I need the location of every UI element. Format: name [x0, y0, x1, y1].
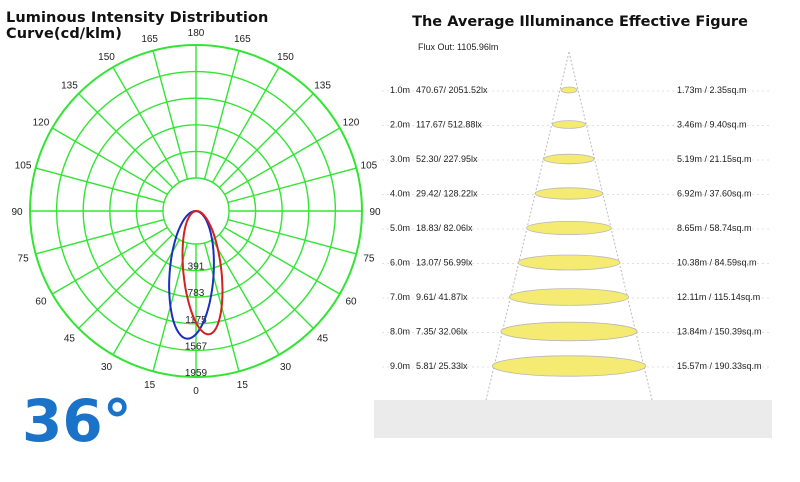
scale-label: 391	[188, 262, 205, 273]
angle-label: 75	[18, 253, 30, 264]
polar-spoke	[51, 226, 168, 295]
angle-label: 165	[234, 34, 251, 45]
distance-label: 9.0m	[390, 361, 410, 371]
light-spot-ellipse	[517, 254, 621, 271]
polar-spoke	[51, 127, 168, 196]
scale-label: 1567	[185, 341, 208, 352]
distance-label: 4.0m	[390, 189, 410, 199]
angle-label: 60	[345, 297, 357, 308]
light-spot-ellipse	[508, 288, 629, 306]
illuminance-value: 13.07/ 56.99lx	[416, 258, 473, 268]
illuminance-value: 470.67/ 2051.52lx	[416, 85, 488, 95]
light-spot-ellipse	[534, 187, 604, 200]
polar-spoke	[152, 50, 189, 180]
angle-label: 30	[101, 362, 113, 373]
angle-label: 135	[61, 80, 78, 91]
area-value: 3.46m / 9.40sq.m	[677, 120, 747, 130]
polar-spoke	[218, 233, 314, 329]
illuminance-value: 52.30/ 227.95lx	[416, 154, 478, 164]
area-value: 1.73m / 2.35sq.m	[677, 85, 747, 95]
light-spot-ellipse	[491, 355, 647, 377]
angle-label: 75	[363, 253, 375, 264]
intensity-curve	[168, 209, 215, 340]
light-spot-ellipse	[560, 86, 578, 94]
angle-label: 60	[35, 297, 47, 308]
distance-label: 6.0m	[390, 258, 410, 268]
polar-spoke	[112, 239, 181, 356]
polar-spoke	[78, 233, 174, 329]
area-value: 15.57m / 190.33sq.m	[677, 361, 762, 371]
light-spot-ellipse	[552, 120, 587, 129]
angle-label: 45	[64, 334, 76, 345]
illuminance-value: 7.35/ 32.06lx	[416, 327, 468, 337]
illuminance-value: 117.67/ 512.88lx	[416, 120, 482, 130]
polar-spoke	[211, 239, 280, 356]
area-value: 10.38m / 84.59sq.m	[677, 258, 757, 268]
flux-out-label: Flux Out: 1105.96lm	[418, 42, 498, 52]
angle-label: 180	[188, 28, 205, 39]
scale-label: 1959	[185, 368, 208, 379]
polar-spoke	[218, 93, 314, 189]
angle-label: 0	[193, 386, 199, 397]
illuminance-value: 5.81/ 25.33lx	[416, 361, 468, 371]
angle-label: 90	[11, 207, 23, 218]
polar-spoke	[78, 93, 174, 189]
intensity-chart-title: Luminous Intensity Distribution Curve(cd…	[6, 10, 269, 42]
polar-spoke	[203, 50, 240, 180]
light-spot-ellipse	[543, 153, 595, 165]
floor-plane	[374, 400, 772, 438]
polar-spoke	[224, 127, 341, 196]
angle-label: 90	[369, 207, 381, 218]
distance-label: 7.0m	[390, 292, 410, 302]
area-value: 12.11m / 115.14sq.m	[677, 292, 760, 302]
angle-label: 150	[277, 52, 294, 63]
polar-spoke	[211, 66, 280, 183]
distance-label: 8.0m	[390, 327, 410, 337]
distance-label: 2.0m	[390, 120, 410, 130]
distance-label: 1.0m	[390, 85, 410, 95]
area-value: 13.84m / 150.39sq.m	[677, 327, 762, 337]
polar-spoke	[35, 218, 165, 255]
distance-label: 5.0m	[390, 223, 410, 233]
angle-label: 45	[317, 334, 329, 345]
angle-label: 105	[361, 161, 378, 172]
illuminance-value: 9.61/ 41.87lx	[416, 292, 468, 302]
light-spot-ellipse	[526, 220, 612, 235]
angle-label: 15	[237, 380, 249, 391]
illuminance-figure-title: The Average Illuminance Effective Figure	[412, 14, 748, 30]
polar-spoke	[224, 226, 341, 295]
angle-label: 105	[15, 161, 32, 172]
angle-label: 120	[33, 118, 50, 129]
area-value: 6.92m / 37.60sq.m	[677, 189, 752, 199]
light-spot-ellipse	[500, 321, 638, 342]
intensity-curve	[181, 209, 224, 336]
beam-angle-label: 36°	[22, 387, 132, 455]
angle-label: 120	[343, 118, 360, 129]
angle-label: 150	[98, 52, 115, 63]
polar-spoke	[227, 218, 357, 255]
illuminance-value: 18.83/ 82.06lx	[416, 223, 473, 233]
scale-label: 1175	[185, 315, 207, 326]
distance-label: 3.0m	[390, 154, 410, 164]
area-value: 5.19m / 21.15sq.m	[677, 154, 752, 164]
angle-label: 30	[280, 362, 292, 373]
angle-label: 135	[314, 80, 331, 91]
polar-spoke	[35, 167, 165, 204]
scale-label: 783	[188, 288, 205, 299]
area-value: 8.65m / 58.74sq.m	[677, 223, 752, 233]
angle-label: 165	[141, 34, 158, 45]
polar-spoke	[112, 66, 181, 183]
angle-label: 15	[144, 380, 156, 391]
polar-spoke	[227, 167, 357, 204]
illuminance-value: 29.42/ 128.22lx	[416, 189, 478, 199]
